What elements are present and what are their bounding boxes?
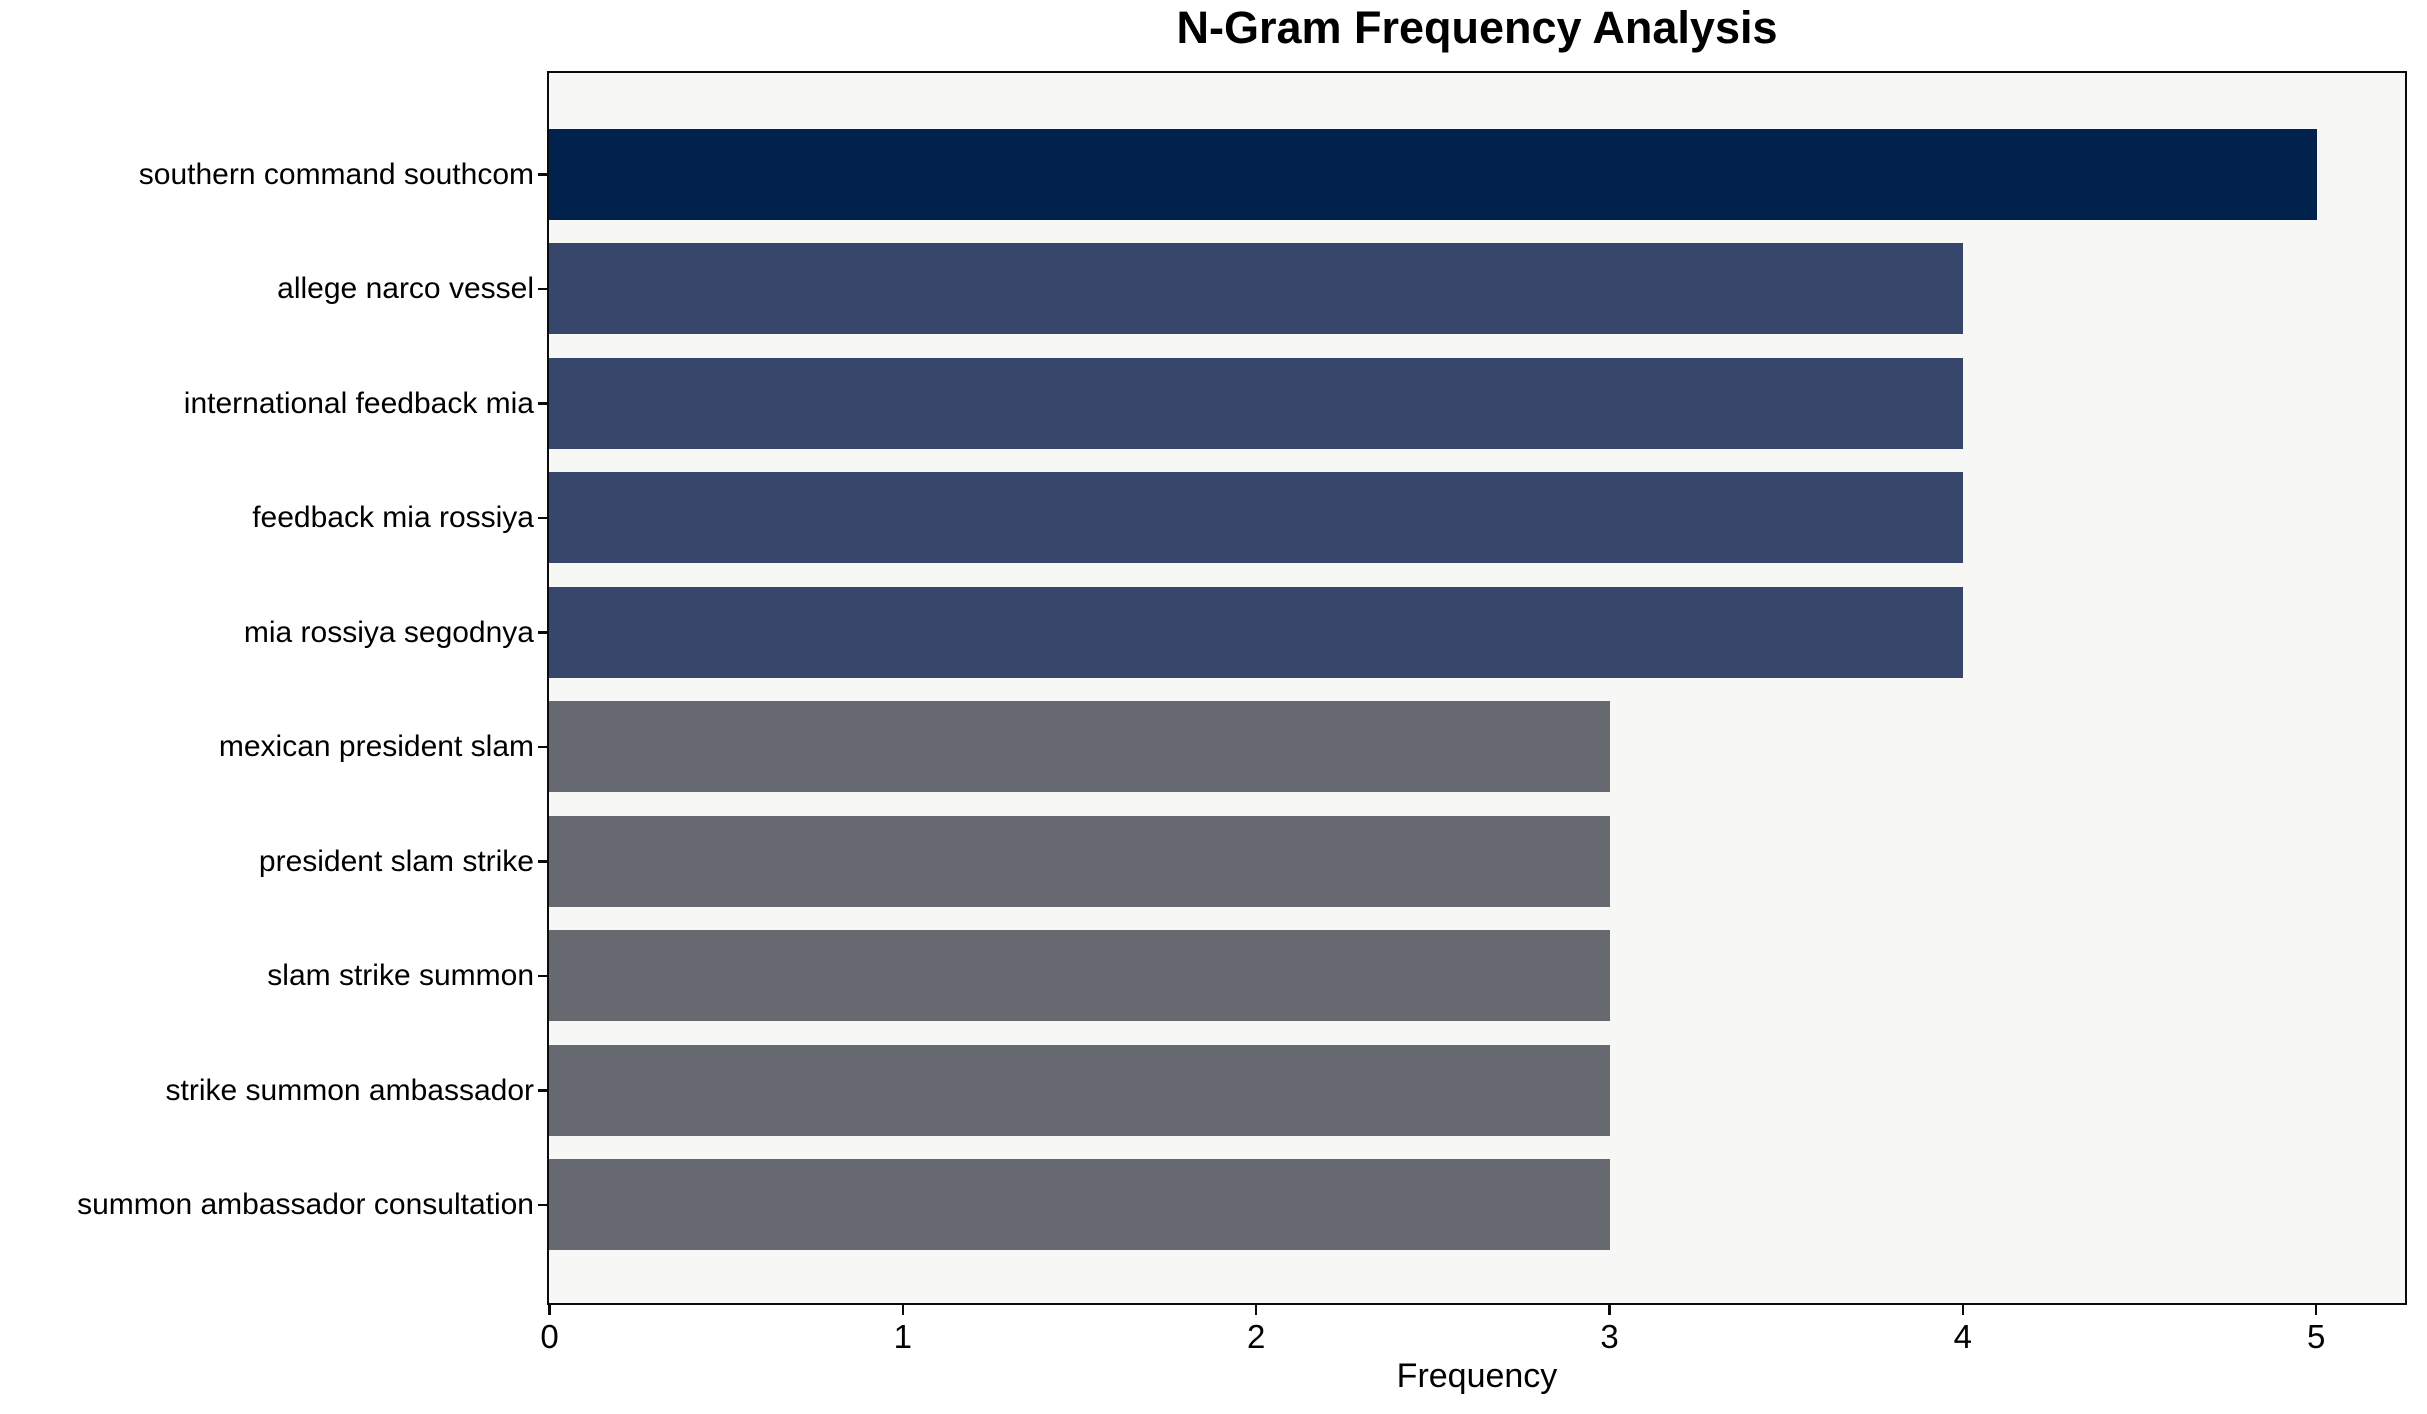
y-tick-label: international feedback mia [183,386,534,420]
y-tick-label: strike summon ambassador [165,1073,534,1107]
bar [549,701,1610,792]
y-tick-label: slam strike summon [267,959,534,992]
bar [549,815,1610,907]
y-tick-label: feedback mia rossiya [252,501,534,534]
x-axis-label: Frequency [1396,1357,1558,1395]
bar [549,243,1964,334]
x-tick-label: 4 [1953,1318,1972,1355]
plot-area [547,71,2407,1305]
y-tick-mark [538,1203,547,1207]
bar [549,930,1610,1021]
bar [549,1044,1610,1136]
y-tick-label: allege narco vessel [277,272,534,305]
x-tick-mark [1961,1305,1965,1315]
y-tick-mark [538,860,547,863]
x-tick-mark [1608,1305,1611,1315]
bar [549,586,1964,678]
chart-title: N-Gram Frequency Analysis [1176,2,1778,53]
y-tick-mark [538,631,547,634]
bar [549,1159,1610,1250]
x-tick-label: 3 [1600,1318,1619,1355]
x-tick-label: 2 [1246,1318,1266,1355]
y-tick-mark [538,287,547,291]
y-tick-label: summon ambassador consultation [77,1188,534,1221]
bar [549,357,1964,449]
y-tick-mark [538,974,547,978]
x-tick-label: 5 [2306,1318,2326,1355]
y-tick-mark [538,516,547,520]
bar [549,128,2317,220]
x-tick-label: 1 [893,1318,912,1355]
y-tick-mark [538,402,547,405]
x-tick-mark [1254,1305,1258,1315]
y-tick-label: mia rossiya segodnya [243,615,534,649]
y-tick-mark [538,1089,547,1092]
y-tick-mark [538,173,547,176]
y-tick-label: president slam strike [258,844,534,878]
x-tick-mark [2314,1305,2318,1315]
x-tick-label: 0 [540,1318,559,1355]
bar [549,472,1964,563]
x-tick-mark [548,1305,551,1315]
x-tick-mark [901,1305,905,1315]
y-tick-label: southern command southcom [138,157,534,191]
y-tick-label: mexican president slam [218,730,534,763]
y-tick-mark [538,745,547,749]
